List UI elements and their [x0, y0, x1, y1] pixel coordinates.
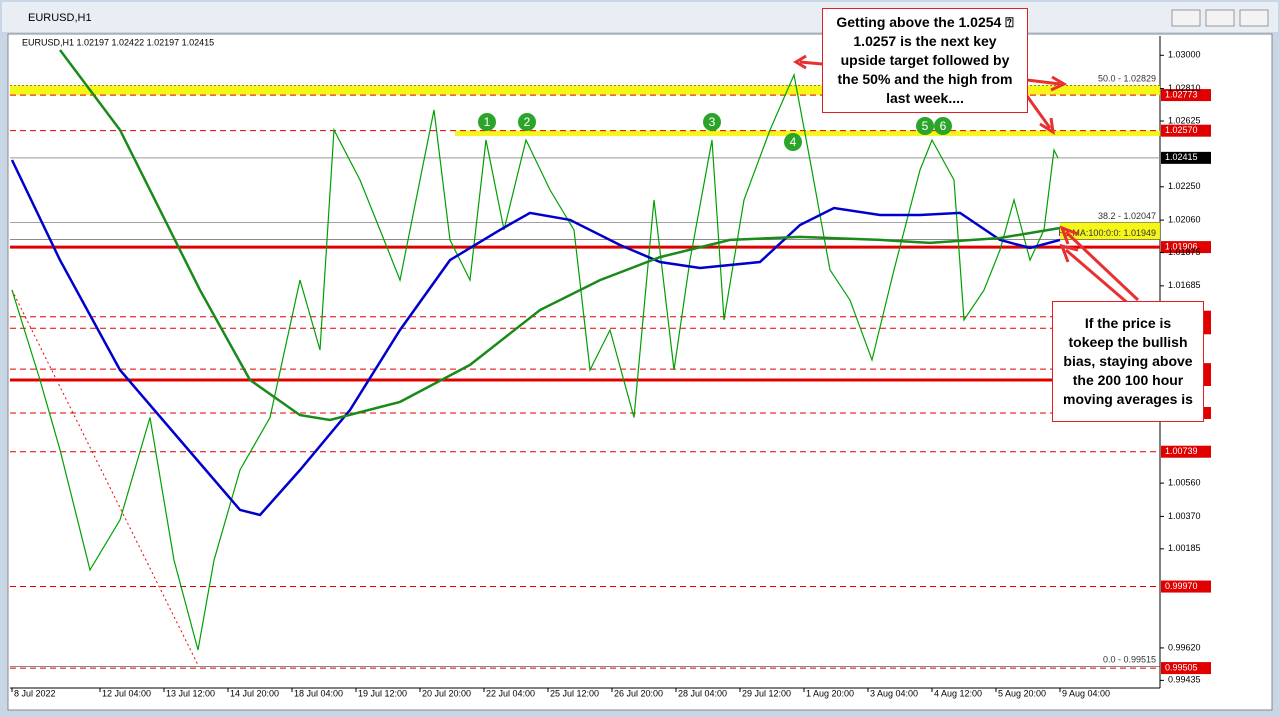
level-label-box	[1161, 662, 1211, 675]
x-tick-label: 4 Aug 12:00	[934, 688, 982, 698]
x-tick-label: 28 Jul 04:00	[678, 688, 727, 698]
marker	[703, 113, 721, 131]
marker	[478, 113, 496, 131]
x-tick-label: 25 Jul 12:00	[550, 688, 599, 698]
fib-label: H1 MA:100:0:0: 1.01949	[1058, 228, 1156, 238]
level-label-box	[1161, 580, 1211, 593]
x-tick-label: 8 Jul 2022	[14, 688, 56, 698]
marker	[518, 113, 536, 131]
annotation-box: If the price is tokeep the bullish bias,…	[1052, 301, 1204, 422]
level-label: 1.02415	[1165, 152, 1198, 162]
level-label-box	[1161, 151, 1211, 164]
chart-title: EURUSD,H1 1.02197 1.02422 1.02197 1.0241…	[22, 37, 214, 47]
maximize-button[interactable]	[1205, 9, 1235, 27]
y-tick-label: 0.99620	[1168, 642, 1201, 652]
x-tick-label: 26 Jul 20:00	[614, 688, 663, 698]
marker-label: 5	[922, 119, 929, 133]
marker	[934, 117, 952, 135]
y-tick-label: 1.02625	[1168, 115, 1201, 125]
fib-label: 38.2 - 1.02047	[1098, 211, 1156, 221]
level-label: 1.01906	[1165, 241, 1198, 251]
close-button[interactable]	[1239, 9, 1269, 27]
marker-label: 3	[709, 115, 716, 129]
marker	[784, 133, 802, 151]
series-line	[10, 159, 1061, 517]
y-tick-label: 1.03000	[1168, 50, 1201, 60]
minimize-button[interactable]	[1171, 9, 1201, 27]
band	[455, 130, 1160, 136]
x-tick-label: 19 Jul 12:00	[358, 688, 407, 698]
fib-label: 50.0 - 1.02829	[1098, 74, 1156, 84]
title-bar	[2, 2, 1278, 32]
x-tick-label: 29 Jul 12:00	[742, 688, 791, 698]
y-tick-label: 1.00370	[1168, 511, 1201, 521]
level-label-box	[1161, 89, 1211, 102]
x-tick-label: 5 Aug 20:00	[998, 688, 1046, 698]
y-tick-label: 1.02060	[1168, 214, 1201, 224]
level-label-box	[1161, 124, 1211, 137]
band	[1060, 222, 1160, 240]
level-label: 0.99505	[1165, 662, 1198, 672]
y-tick-label: 1.00560	[1168, 477, 1201, 487]
x-tick-label: 13 Jul 12:00	[166, 688, 215, 698]
x-tick-label: 18 Jul 04:00	[294, 688, 343, 698]
y-tick-label: 1.02250	[1168, 181, 1201, 191]
band	[10, 85, 1160, 96]
y-tick-label: 0.99435	[1168, 675, 1201, 685]
level-label-box	[1161, 241, 1211, 254]
fib-label: 0.0 - 0.99515	[1103, 655, 1156, 665]
level-label: 1.00739	[1165, 446, 1198, 456]
arrows	[793, 54, 1140, 307]
marker-label: 1	[484, 115, 491, 129]
series-line	[59, 49, 1061, 422]
y-tick-label: 1.01875	[1168, 247, 1201, 257]
y-tick-label: 1.00185	[1168, 543, 1201, 553]
level-label-box	[1161, 445, 1211, 458]
y-tick-label: 1.02810	[1168, 83, 1201, 93]
marker	[916, 117, 934, 135]
x-tick-label: 3 Aug 04:00	[870, 688, 918, 698]
x-tick-label: 1 Aug 20:00	[806, 688, 854, 698]
level-label: 1.02773	[1165, 89, 1198, 99]
marker-label: 6	[940, 119, 947, 133]
x-tick-label: 12 Jul 04:00	[102, 688, 151, 698]
annotation-box: Getting above the 1.0254 ⍰ 1.0257 is the…	[822, 8, 1028, 113]
window-title: EURUSD,H1	[28, 12, 92, 24]
y-tick-label: 1.01685	[1168, 280, 1201, 290]
x-tick-label: 9 Aug 04:00	[1062, 688, 1110, 698]
marker-label: 2	[524, 115, 531, 129]
level-label: 0.99970	[1165, 581, 1198, 591]
marker-label: 4	[790, 135, 797, 149]
x-tick-label: 14 Jul 20:00	[230, 688, 279, 698]
x-tick-label: 20 Jul 20:00	[422, 688, 471, 698]
level-label: 1.02570	[1165, 125, 1198, 135]
x-tick-label: 22 Jul 04:00	[486, 688, 535, 698]
